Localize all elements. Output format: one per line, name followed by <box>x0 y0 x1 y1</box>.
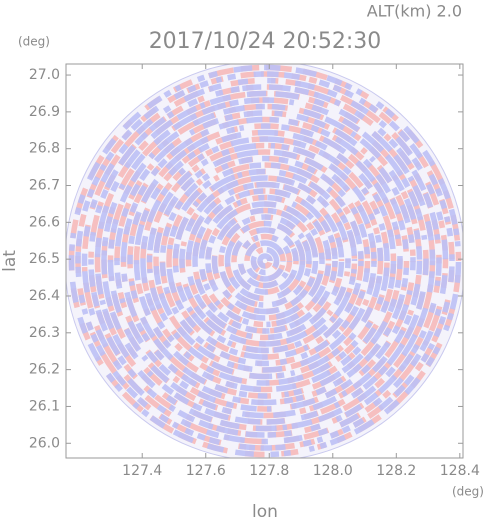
x-tick-label: 128.4 <box>440 463 480 479</box>
y-tick-label: 26.2 <box>29 362 60 378</box>
y-axis-label: lat <box>0 250 20 272</box>
y-tick-label: 26.9 <box>29 104 60 120</box>
x-unit: (deg) <box>452 485 484 499</box>
radar-ring <box>146 142 384 380</box>
plot-frame <box>65 63 464 459</box>
x-axis-label: lon <box>252 502 278 521</box>
y-tick-label: 26.5 <box>29 251 60 267</box>
radar-ring <box>68 64 462 458</box>
radar-ring <box>133 129 397 393</box>
radar-ring <box>81 77 449 445</box>
radar-ring <box>205 201 325 321</box>
y-tick-label: 26.1 <box>29 398 60 414</box>
radar-ring <box>250 246 280 276</box>
radar-ring <box>179 175 351 347</box>
radar-ring <box>107 103 423 419</box>
altitude-label: ALT(km) 2.0 <box>367 2 462 21</box>
radar-ring <box>140 136 390 386</box>
radar-ring <box>120 116 410 406</box>
radar-ring <box>237 233 293 289</box>
y-tick-label: 26.6 <box>29 214 60 230</box>
radar-ring <box>231 227 299 295</box>
y-unit: (deg) <box>18 35 50 49</box>
y-tick-label: 26.7 <box>29 178 60 194</box>
radar-ring <box>101 97 429 425</box>
radar-ring <box>153 149 377 373</box>
radar-ring <box>218 214 312 308</box>
x-tick-label: 128.0 <box>313 463 353 479</box>
radar-ring <box>75 71 455 451</box>
y-tick-label: 26.4 <box>29 288 60 304</box>
radar-ring <box>257 253 273 269</box>
radar-ring <box>88 84 442 438</box>
radar-ring <box>224 220 306 302</box>
chart-title: 2017/10/24 20:52:30 <box>149 29 382 54</box>
x-tick-label: 127.6 <box>186 463 226 479</box>
radar-ring <box>94 90 436 432</box>
radar-ring <box>198 194 332 328</box>
y-tick-label: 26.8 <box>29 141 60 157</box>
radar-ring <box>166 162 364 360</box>
x-tick-label: 127.8 <box>249 463 289 479</box>
radar-ring <box>185 181 345 341</box>
radar-ring <box>159 155 371 367</box>
radar-ring <box>211 207 319 315</box>
radar-ring <box>244 240 286 282</box>
radar-ring <box>159 155 371 367</box>
y-tick-label: 26.0 <box>29 435 60 451</box>
radar-ring <box>192 188 338 334</box>
radar-field <box>66 64 463 458</box>
radar-ring <box>172 168 358 354</box>
x-tick-label: 127.4 <box>122 463 162 479</box>
radar-ring <box>127 123 403 399</box>
radar-ring <box>114 110 416 412</box>
y-tick-label: 27.0 <box>29 67 60 83</box>
x-tick-label: 128.2 <box>376 463 416 479</box>
y-tick-label: 26.3 <box>29 325 60 341</box>
